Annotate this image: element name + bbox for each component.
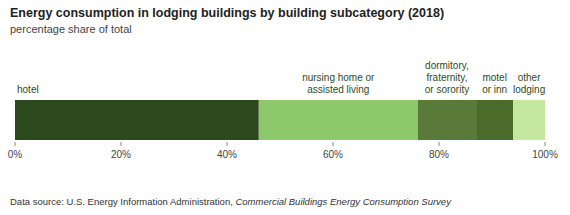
x-tick <box>121 142 122 146</box>
source-part: Commercial Buildings Energy Consumption … <box>235 196 452 207</box>
x-axis: 0% 20% 40% 60% 80% 100% <box>8 142 558 160</box>
x-tick-label: 0% <box>8 149 23 160</box>
x-tick <box>333 142 334 146</box>
x-tick <box>15 142 16 146</box>
x-tick-label: 20% <box>111 149 131 160</box>
segment-label: dormitory,fraternity,or sorority <box>425 60 469 95</box>
segment-label: hotel <box>17 84 39 95</box>
subtitle: percentage share of total <box>10 23 132 35</box>
segment-label-line: or sorority <box>425 84 469 95</box>
segment-label-line: assisted living <box>307 84 369 95</box>
background <box>0 0 570 215</box>
segment-label-line: nursing home or <box>302 72 375 83</box>
segment-label: nursing home orassisted living <box>302 72 375 95</box>
x-tick-label: 100% <box>532 149 558 160</box>
segment-label-line: other <box>518 72 541 83</box>
x-tick-label: 60% <box>323 149 343 160</box>
source-note: Data source: U.S. Energy Information Adm… <box>10 196 452 207</box>
x-tick <box>439 142 440 146</box>
x-tick <box>227 142 228 146</box>
segment-label: otherlodging <box>513 72 545 95</box>
segment-label-line: motel <box>482 72 506 83</box>
segment-label-line: hotel <box>17 84 39 95</box>
x-tick-label: 40% <box>217 149 237 160</box>
bar-segment <box>476 100 513 140</box>
segment-labels: hotel nursing home orassisted living dormi… <box>17 60 545 95</box>
bar-segment <box>15 100 259 140</box>
bar-segment <box>513 100 545 140</box>
segment-label-line: lodging <box>513 84 545 95</box>
x-tick-label: 80% <box>429 149 449 160</box>
x-tick <box>545 142 546 146</box>
segment-label-line: fraternity, <box>426 72 467 83</box>
segment-label-line: dormitory, <box>425 60 469 71</box>
source-part: Data source: U.S. Energy Information Adm… <box>10 196 235 207</box>
segment-label: motelor inn <box>482 72 507 95</box>
segment-label-line: or inn <box>482 84 507 95</box>
bar-segment <box>418 100 476 140</box>
bar-segment <box>259 100 418 140</box>
bars <box>15 100 545 140</box>
title: Energy consumption in lodging buildings … <box>10 6 444 20</box>
chart: Energy consumption in lodging buildings … <box>0 0 570 215</box>
